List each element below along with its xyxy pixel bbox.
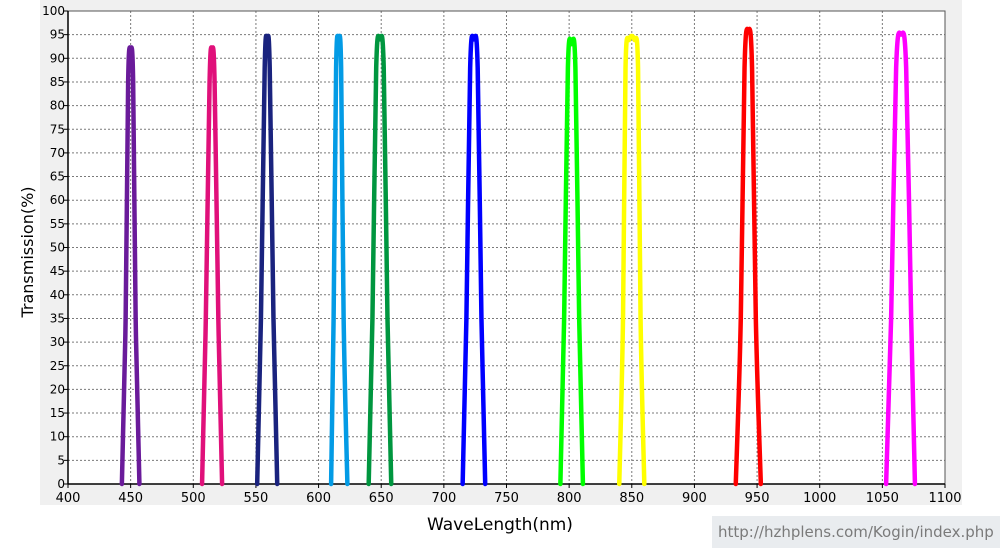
x-tick-label: 950 (745, 491, 770, 506)
y-tick-label: 60 (50, 193, 65, 207)
y-tick-label: 20 (50, 382, 65, 396)
y-tick-label: 70 (50, 146, 65, 160)
x-tick-label: 700 (431, 491, 456, 506)
x-tick-label: 1000 (803, 491, 836, 506)
x-tick-label: 1100 (928, 491, 961, 506)
y-axis-label: Transmission(%) (18, 186, 37, 318)
x-tick-label: 900 (682, 491, 707, 506)
y-tick-label: 30 (50, 335, 65, 349)
x-tick-label: 550 (244, 491, 269, 506)
x-tick-label: 850 (619, 491, 644, 506)
y-tick-label: 90 (50, 51, 65, 65)
x-tick-label: 500 (181, 491, 206, 506)
x-axis-label: WaveLength(nm) (427, 515, 573, 535)
series-line-7 (558, 36, 586, 487)
y-tick-label: 40 (50, 288, 65, 302)
y-tick-label: 50 (50, 241, 65, 255)
y-tick-label: 75 (50, 122, 65, 136)
y-tick-label: 25 (50, 359, 65, 373)
y-tick-label: 95 (50, 28, 65, 42)
y-tick-label: 15 (50, 406, 65, 420)
x-tick-label: 600 (306, 491, 331, 506)
series-line-6 (460, 33, 488, 487)
series-line-1 (119, 45, 142, 487)
y-tick-label: 5 (57, 453, 65, 467)
series-line-2 (199, 45, 225, 487)
y-tick-label: 85 (50, 75, 65, 89)
y-tick-label: 0 (57, 477, 65, 491)
series-line-9 (733, 26, 764, 487)
series-line-4 (328, 33, 350, 487)
y-tick-label: 35 (50, 311, 65, 325)
series-line-3 (254, 33, 280, 487)
x-tick-label: 1050 (866, 491, 899, 506)
y-tick-label: 55 (50, 217, 65, 231)
watermark-url: http://hzhplens.com/Kogin/index.php (712, 516, 1000, 548)
y-tick-label: 65 (50, 170, 65, 184)
series-line-5 (366, 33, 394, 487)
x-tick-label: 750 (494, 491, 519, 506)
x-tick-label: 400 (56, 491, 81, 506)
y-tick-label: 100 (42, 4, 65, 18)
x-tick-label: 800 (557, 491, 582, 506)
y-tick-label: 80 (50, 99, 65, 113)
x-tick-label: 650 (369, 491, 394, 506)
series-line-8 (617, 33, 647, 487)
y-tick-label: 10 (50, 430, 65, 444)
x-tick-label: 450 (118, 491, 143, 506)
y-tick-label: 45 (50, 264, 65, 278)
series-line-10 (883, 30, 918, 487)
